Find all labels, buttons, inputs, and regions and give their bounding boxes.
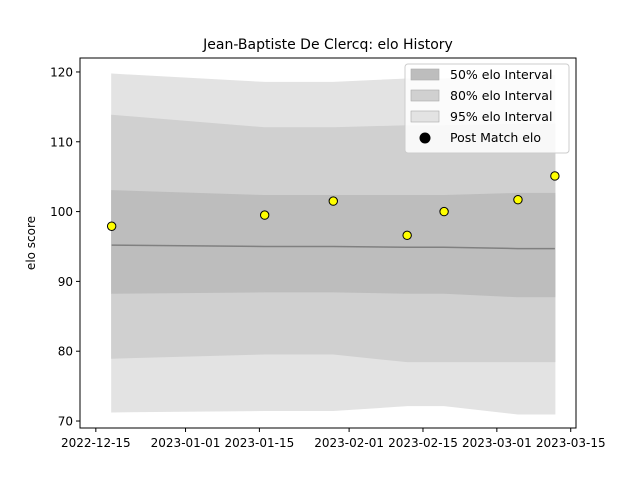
data-point xyxy=(513,195,523,205)
chart-title: Jean-Baptiste De Clercq: elo History xyxy=(202,37,453,53)
legend-swatch xyxy=(410,110,440,123)
legend-swatch xyxy=(410,68,440,81)
mean-line-group xyxy=(111,244,555,250)
x-tick-label: 2023-01-01 xyxy=(151,436,221,450)
x-axis-ticks: 2022-12-15 2023-01-01 2023-01-15 2023-02-01… xyxy=(61,428,606,450)
y-axis-ticks: 70 80 90 100 110 120 xyxy=(50,65,80,429)
y-tick-label: 70 xyxy=(58,415,73,429)
y-tick-label: 110 xyxy=(50,135,73,149)
legend-label: 95% elo Interval xyxy=(450,109,552,124)
y-tick-label: 120 xyxy=(50,65,73,79)
y-tick-label: 90 xyxy=(58,275,73,289)
data-points xyxy=(106,171,560,241)
legend-label: 50% elo Interval xyxy=(450,67,552,82)
interval-bands xyxy=(111,73,556,415)
x-tick-label: 2023-03-01 xyxy=(462,436,532,450)
y-tick-label: 80 xyxy=(58,345,73,359)
x-tick-label: 2023-02-15 xyxy=(388,436,458,450)
x-tick-label: 2023-02-01 xyxy=(314,436,384,450)
y-tick-label: 100 xyxy=(50,205,73,219)
interval-band-2 xyxy=(111,190,556,298)
data-point xyxy=(106,221,117,231)
data-point xyxy=(402,230,412,241)
data-point xyxy=(328,196,338,206)
legend-swatch xyxy=(410,89,440,102)
legend-box xyxy=(404,63,570,154)
legend-label: 80% elo Interval xyxy=(450,88,552,103)
mean-elo-line xyxy=(111,244,555,250)
data-point xyxy=(439,206,449,217)
legend: 50% elo Interval 80% elo Interval 95% elo … xyxy=(404,63,570,154)
legend-label: Post Match elo xyxy=(450,130,541,145)
data-point xyxy=(550,171,560,181)
legend-marker xyxy=(419,132,431,144)
data-point xyxy=(259,210,270,220)
x-tick-label: 2023-01-15 xyxy=(225,436,295,450)
y-axis-label: elo score xyxy=(24,216,38,270)
x-tick-label: 2023-03-15 xyxy=(536,436,606,450)
axes-frame xyxy=(79,57,577,429)
x-tick-label: 2022-12-15 xyxy=(61,436,131,450)
